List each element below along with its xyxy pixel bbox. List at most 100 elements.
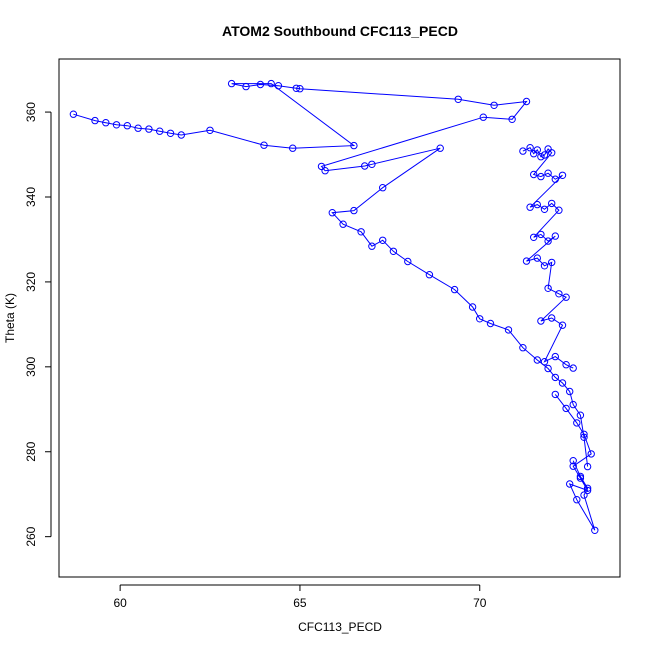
data-point [551,390,559,399]
data-point [102,119,110,127]
data-point [537,230,545,239]
data-point [368,160,376,169]
data-point [533,356,541,364]
data-point [389,247,398,256]
data-point [587,450,595,458]
x-tick-label: 65 [293,596,307,610]
data-point [558,171,567,180]
data-point [566,480,574,488]
y-axis-label: Theta (K) [3,293,17,343]
data-point [339,220,347,228]
x-axis: 60 65 70 [113,584,487,610]
y-tick-label: 260 [24,526,38,546]
data-point [476,315,484,323]
data-point [576,411,585,419]
data-point [551,232,559,240]
data-point [569,457,577,465]
y-tick-label: 360 [24,102,38,122]
data-point [292,84,300,93]
data-point [526,144,534,152]
data-point [540,262,549,270]
data-point [533,200,541,209]
data-point [569,364,577,372]
data-point [69,110,78,118]
data-point [569,462,577,470]
x-tick-label: 70 [473,596,487,610]
data-point [123,122,132,130]
data-point [436,144,444,152]
data-point [379,184,387,192]
data-point [361,162,369,170]
y-tick-label: 280 [24,441,38,461]
data-point [242,82,250,91]
data-point [206,126,214,135]
series-lines [73,83,596,531]
data-point [580,433,588,441]
data-point [454,95,462,104]
data-point [317,162,326,171]
data-point [576,472,585,481]
data-point [562,293,570,301]
data-point [591,526,599,534]
data-point [91,116,99,125]
data-point [530,170,538,179]
data-point [533,146,541,154]
series-line [522,147,574,369]
data-point [166,129,175,138]
data-point [260,141,268,149]
data-point [555,206,563,214]
data-point [289,144,297,152]
data-point [404,257,412,266]
data-point [112,121,121,129]
series-points [69,79,599,534]
data-point [558,379,567,387]
data-point [533,254,541,262]
data-point [267,79,275,88]
data-point [468,303,477,311]
data-point [321,167,329,175]
data-point [425,271,434,279]
data-point [522,257,531,265]
data-point [573,496,581,504]
data-point [544,364,552,373]
data-point [583,462,592,471]
data-point [134,124,142,132]
data-point [551,373,559,382]
data-point [580,430,588,438]
data-point [537,172,545,181]
plot-frame [58,58,621,578]
series-line [554,394,596,531]
data-point [526,203,534,211]
y-tick-label: 340 [24,187,38,207]
data-point [490,101,498,110]
data-point [544,237,552,245]
data-point [537,317,545,325]
data-point [548,258,556,267]
data-point [350,206,358,215]
data-point [479,113,487,121]
data-point [357,228,365,236]
data-point [522,97,531,106]
data-point [156,127,164,135]
x-tick-label: 60 [113,596,127,610]
data-point [328,209,336,217]
x-axis-label: CFC113_PECD [298,620,382,634]
data-point [508,115,516,124]
data-point [486,319,495,328]
data-point [551,352,559,361]
chart-title: ATOM2 Southbound CFC113_PECD [222,23,458,39]
data-point [580,491,588,499]
data-point [566,387,574,396]
data-point [145,125,153,133]
data-point [573,419,581,427]
data-point [562,361,570,369]
data-point [548,149,556,157]
data-point [583,484,592,492]
data-point [530,233,538,242]
data-point [379,236,387,245]
data-point [583,486,592,495]
data-point [368,242,376,250]
data-point [548,314,556,322]
